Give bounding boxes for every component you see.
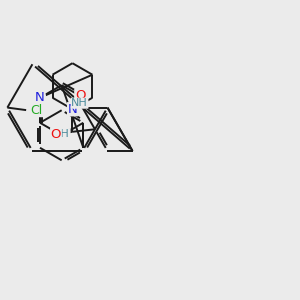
Text: NH: NH bbox=[53, 129, 70, 139]
Text: O: O bbox=[51, 128, 61, 141]
Text: O: O bbox=[35, 95, 45, 108]
Text: Cl: Cl bbox=[31, 103, 43, 117]
Text: NH: NH bbox=[71, 98, 88, 108]
Text: O: O bbox=[75, 89, 85, 102]
Text: N: N bbox=[35, 91, 45, 104]
Text: N: N bbox=[68, 103, 77, 116]
